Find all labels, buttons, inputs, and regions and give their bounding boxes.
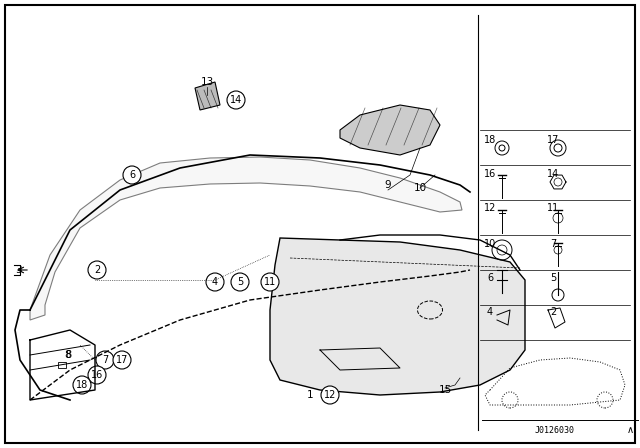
Circle shape xyxy=(206,273,224,291)
Polygon shape xyxy=(340,105,440,155)
Circle shape xyxy=(113,351,131,369)
Text: 2: 2 xyxy=(94,265,100,275)
Text: 15: 15 xyxy=(438,385,452,395)
Text: 16: 16 xyxy=(484,169,496,179)
Text: 5: 5 xyxy=(237,277,243,287)
Text: 10: 10 xyxy=(484,239,496,249)
Text: 16: 16 xyxy=(91,370,103,380)
Text: 6: 6 xyxy=(129,170,135,180)
Text: ∧: ∧ xyxy=(627,425,634,435)
Text: 1: 1 xyxy=(307,390,314,400)
Circle shape xyxy=(88,366,106,384)
Bar xyxy=(58,362,66,368)
Text: 4: 4 xyxy=(487,307,493,317)
Text: 6: 6 xyxy=(487,273,493,283)
Text: 13: 13 xyxy=(200,77,214,87)
Circle shape xyxy=(227,91,245,109)
Text: 4: 4 xyxy=(212,277,218,287)
Text: 7: 7 xyxy=(550,239,556,249)
Text: 17: 17 xyxy=(116,355,128,365)
Text: 18: 18 xyxy=(484,135,496,145)
Circle shape xyxy=(88,261,106,279)
Text: 17: 17 xyxy=(547,135,559,145)
Text: 5: 5 xyxy=(550,273,556,283)
Text: 10: 10 xyxy=(413,183,427,193)
Text: 2: 2 xyxy=(550,307,556,317)
Circle shape xyxy=(261,273,279,291)
Circle shape xyxy=(231,273,249,291)
Text: J0126030: J0126030 xyxy=(535,426,575,435)
Circle shape xyxy=(73,376,91,394)
Text: 12: 12 xyxy=(324,390,336,400)
Text: 8: 8 xyxy=(65,350,71,360)
Text: 9: 9 xyxy=(385,180,391,190)
Text: 11: 11 xyxy=(264,277,276,287)
Text: 8: 8 xyxy=(65,350,71,360)
Text: 14: 14 xyxy=(547,169,559,179)
Polygon shape xyxy=(195,82,220,110)
PathPatch shape xyxy=(30,157,462,320)
Text: 11: 11 xyxy=(547,203,559,213)
Text: 18: 18 xyxy=(76,380,88,390)
Text: 12: 12 xyxy=(484,203,496,213)
PathPatch shape xyxy=(270,238,525,395)
Circle shape xyxy=(123,166,141,184)
Circle shape xyxy=(96,351,114,369)
Text: 14: 14 xyxy=(230,95,242,105)
Circle shape xyxy=(321,386,339,404)
Text: 7: 7 xyxy=(102,355,108,365)
Text: 3: 3 xyxy=(15,265,21,275)
